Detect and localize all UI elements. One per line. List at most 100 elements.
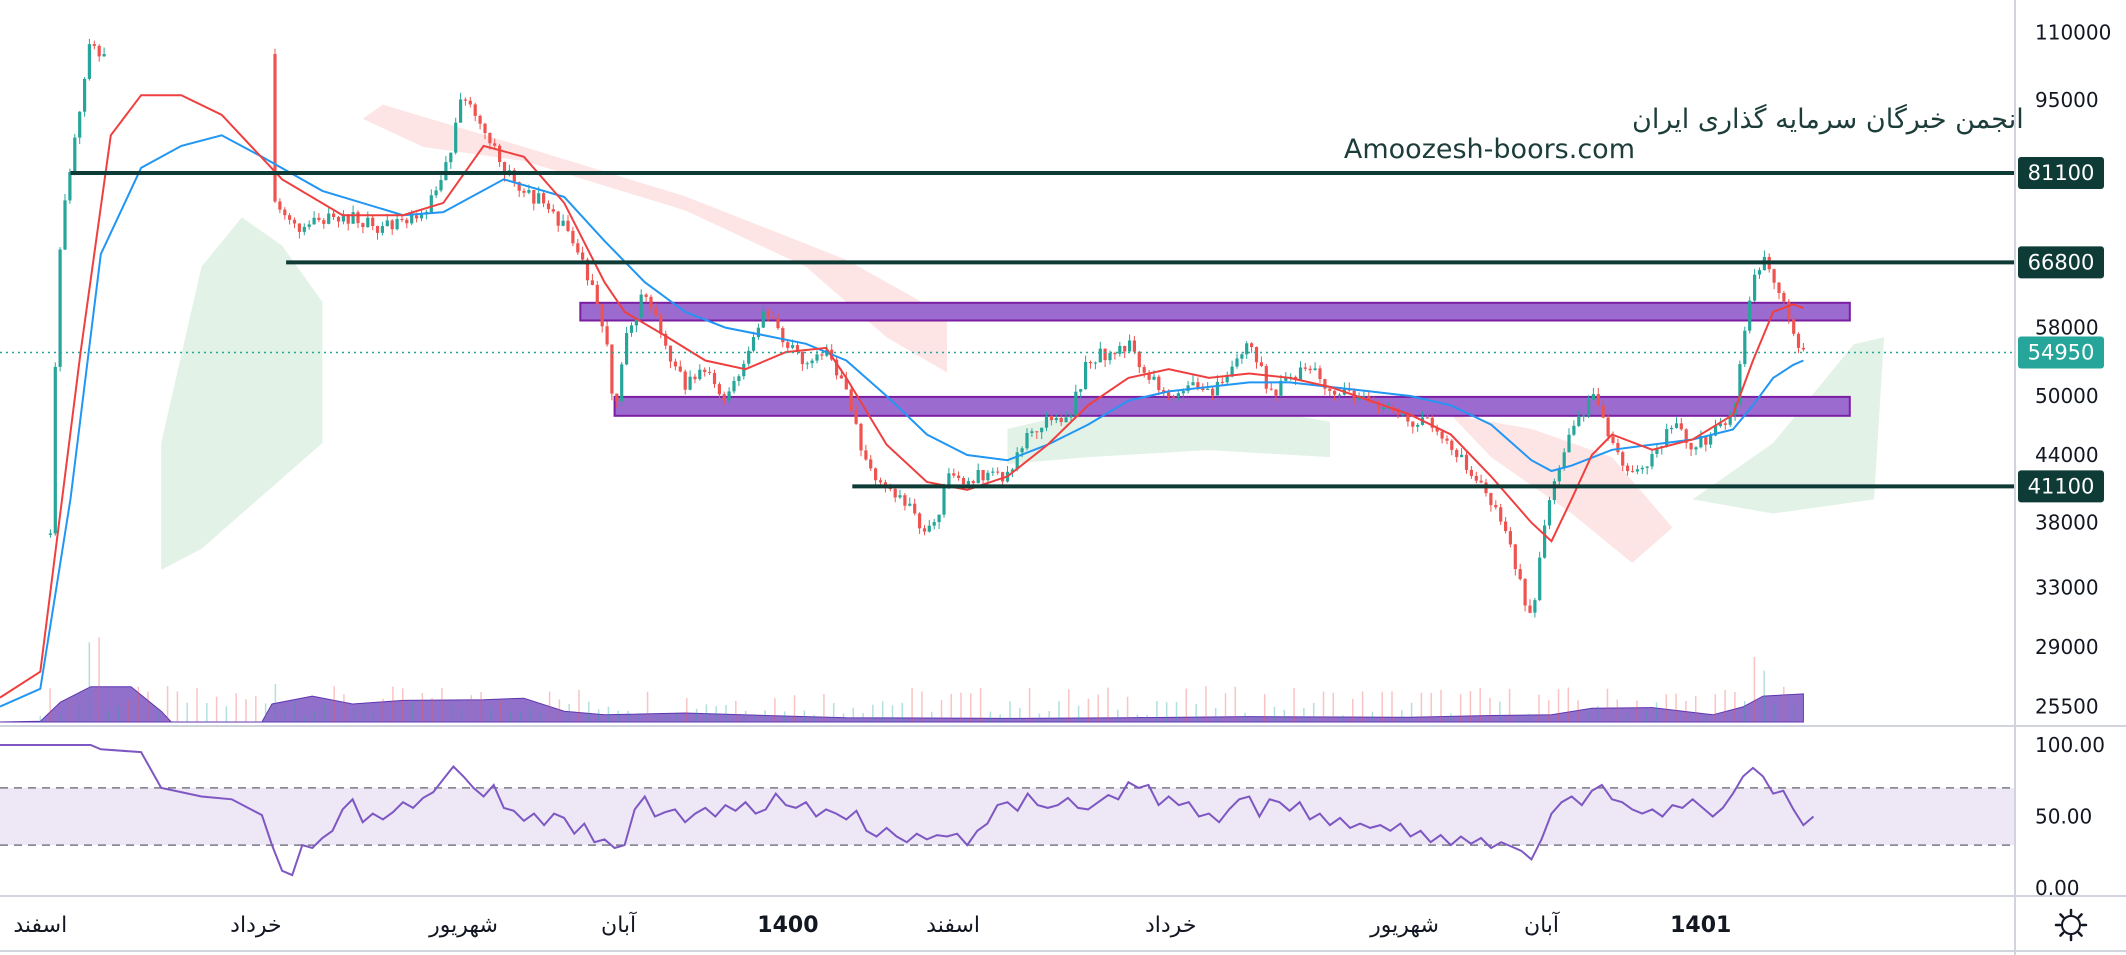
level-tag-66800[interactable]: [2018, 246, 2104, 279]
gear-icon[interactable]: [2054, 908, 2088, 942]
candle-body: [317, 217, 321, 220]
watermark-title: انجمن خبرگان سرمایه گذاری ایران: [1632, 103, 2024, 135]
candle-body: [922, 528, 927, 532]
candle-body: [1587, 399, 1591, 416]
candle-body: [473, 104, 477, 116]
rsi-axis[interactable]: 100.00 50.00 0.00: [2035, 733, 2105, 900]
candle-body: [1601, 405, 1605, 418]
candle-body: [1674, 423, 1679, 428]
candle-body: [517, 182, 521, 191]
candle-body: [1528, 605, 1532, 613]
candle-body: [1259, 362, 1263, 366]
level-tag-41100[interactable]: [2018, 470, 2104, 503]
candle-body: [717, 384, 721, 395]
candle-body: [610, 344, 614, 394]
candle-body: [1171, 396, 1176, 398]
candle-body: [1015, 452, 1019, 470]
candle-body: [1591, 394, 1595, 400]
candle-body: [561, 220, 565, 226]
candle-body: [385, 220, 389, 227]
candle-body: [1079, 389, 1083, 392]
rsi-line: [0, 744, 1815, 877]
horizontal-levels[interactable]: [70, 171, 2016, 489]
candle-body: [1406, 414, 1410, 422]
candle-body: [102, 54, 106, 57]
gear-tooth: [2059, 931, 2065, 937]
candle-body: [532, 190, 536, 204]
candle-body: [869, 459, 873, 469]
candle-body: [981, 470, 985, 481]
candle-body: [815, 354, 819, 361]
candle-body: [835, 359, 839, 376]
rsi-band: [0, 787, 2015, 846]
zone-1[interactable]: [613, 395, 1851, 417]
candle-body: [1450, 440, 1454, 450]
candle-body: [1440, 431, 1444, 439]
candle-body: [1562, 452, 1566, 468]
candle-body: [615, 393, 619, 402]
candle-body: [537, 193, 541, 204]
candle-body: [1377, 403, 1381, 410]
candle-body: [1626, 465, 1630, 472]
candle-body: [1460, 454, 1464, 458]
moving-averages: [0, 94, 1804, 708]
candle-body: [53, 366, 57, 534]
price-zones[interactable]: [579, 301, 1851, 417]
candle-body: [73, 137, 77, 173]
candle-body: [1030, 431, 1034, 433]
candle-body: [278, 201, 282, 210]
candle-body: [913, 503, 917, 514]
price-tick-label: 58000: [2035, 316, 2099, 340]
candle-body: [1630, 471, 1635, 473]
candle-body: [957, 475, 961, 478]
candle-body: [1054, 418, 1058, 421]
candle-body: [893, 488, 897, 498]
candle-body: [1103, 348, 1107, 361]
candle-body: [1796, 333, 1801, 348]
candle-body: [839, 375, 843, 379]
candle-body: [1596, 394, 1600, 406]
candle-body: [786, 342, 790, 348]
candle-body: [903, 495, 907, 506]
candle-body: [722, 394, 726, 401]
candle-body: [87, 44, 91, 79]
candle-body: [1298, 367, 1303, 380]
candle-body: [776, 318, 780, 329]
candle-body: [1787, 301, 1791, 320]
cloud-segment-1: [362, 104, 947, 373]
time-tick-label: 1400: [757, 913, 818, 938]
candle-body: [703, 369, 707, 372]
candle-body: [1728, 414, 1732, 425]
zone-0[interactable]: [579, 301, 1851, 322]
price-pane[interactable]: [0, 38, 2016, 723]
candle-body: [1552, 481, 1556, 500]
candle-body: [971, 481, 975, 484]
watermark: انجمن خبرگان سرمایه گذاری ایران Amoozesh…: [1344, 103, 2024, 165]
candle-body: [1162, 390, 1166, 393]
candle-body: [1508, 531, 1512, 545]
candle-body: [1040, 427, 1044, 433]
candle-body: [1250, 343, 1254, 347]
candle-body: [546, 203, 551, 210]
candle-body: [859, 423, 863, 451]
candle-body: [576, 243, 580, 253]
current-price-tag[interactable]: [2018, 336, 2104, 369]
candle-body: [688, 376, 692, 390]
candle-body: [620, 364, 624, 402]
time-axis[interactable]: اسفند خرداد شهریور آبان 1400 اسفند خرداد شهریور…: [13, 911, 1731, 938]
candle-body: [791, 345, 795, 348]
candle-body: [898, 495, 902, 498]
candle-body: [1494, 505, 1498, 508]
candle-body: [766, 311, 770, 318]
rsi-pane[interactable]: [0, 744, 2015, 877]
candle-body: [1665, 429, 1669, 447]
candle-body: [732, 381, 736, 392]
candle-body: [1381, 407, 1386, 410]
candle-body: [1645, 466, 1649, 468]
candle-body: [512, 170, 516, 183]
level-tag-81100[interactable]: [2018, 157, 2104, 189]
candle-body: [849, 389, 853, 411]
time-tick-label: اسفند: [13, 913, 67, 938]
candle-body: [1264, 366, 1268, 389]
